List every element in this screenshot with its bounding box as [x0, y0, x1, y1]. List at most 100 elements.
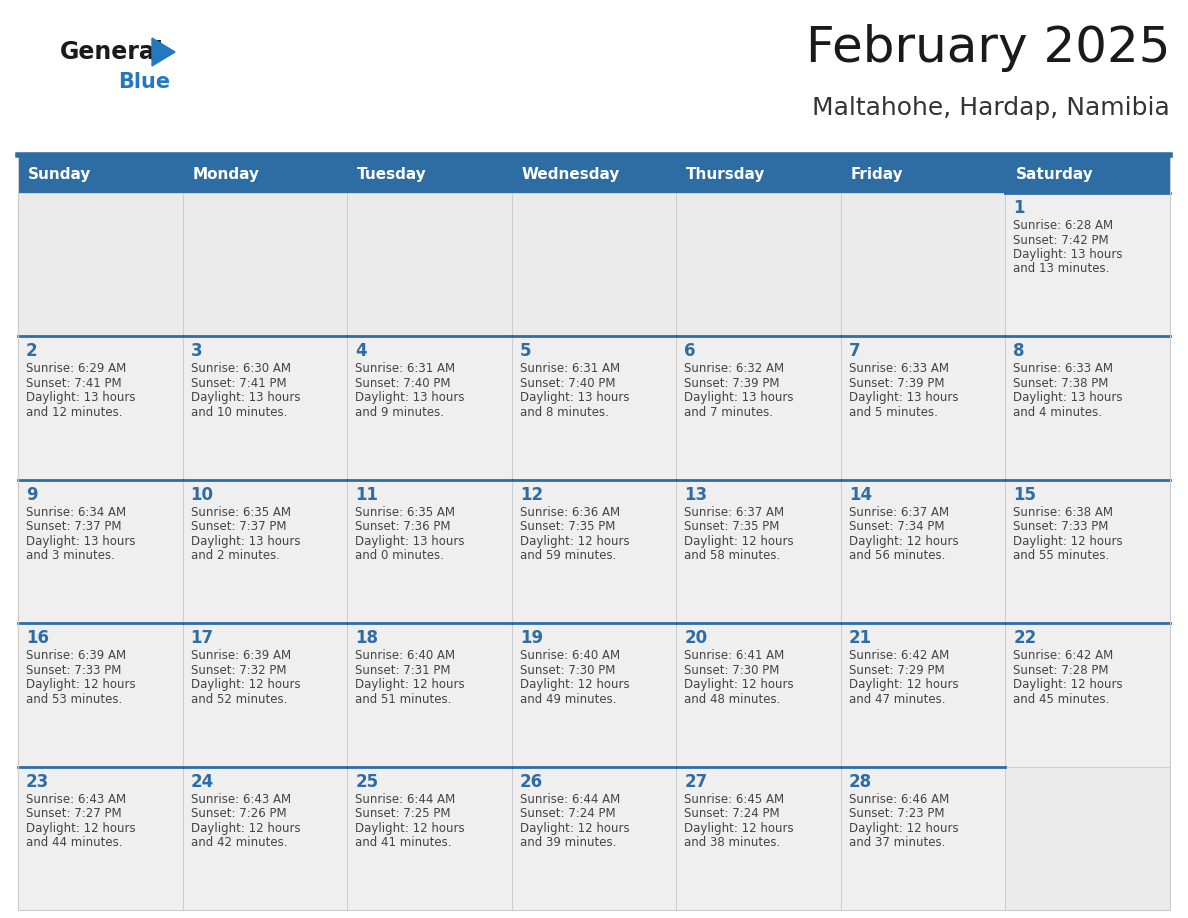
Text: Daylight: 13 hours: Daylight: 13 hours — [190, 535, 301, 548]
Text: Sunrise: 6:36 AM: Sunrise: 6:36 AM — [519, 506, 620, 519]
Text: Daylight: 13 hours: Daylight: 13 hours — [26, 535, 135, 548]
Text: Sunset: 7:23 PM: Sunset: 7:23 PM — [849, 807, 944, 820]
Text: Thursday: Thursday — [687, 166, 765, 182]
Text: Tuesday: Tuesday — [358, 166, 426, 182]
Bar — [841, 767, 1005, 910]
Text: Wednesday: Wednesday — [522, 166, 620, 182]
Text: Sunrise: 6:40 AM: Sunrise: 6:40 AM — [519, 649, 620, 662]
Text: Sunset: 7:40 PM: Sunset: 7:40 PM — [355, 377, 450, 390]
Text: and 42 minutes.: and 42 minutes. — [190, 836, 287, 849]
Text: Daylight: 12 hours: Daylight: 12 hours — [26, 678, 135, 691]
Text: Daylight: 13 hours: Daylight: 13 hours — [849, 391, 959, 405]
Text: 4: 4 — [355, 342, 367, 361]
Text: Sunset: 7:41 PM: Sunset: 7:41 PM — [190, 377, 286, 390]
Text: Sunrise: 6:42 AM: Sunrise: 6:42 AM — [1013, 649, 1113, 662]
Text: Sunset: 7:27 PM: Sunset: 7:27 PM — [26, 807, 121, 820]
Text: Sunset: 7:34 PM: Sunset: 7:34 PM — [849, 521, 944, 533]
Text: and 7 minutes.: and 7 minutes. — [684, 406, 773, 419]
Text: and 51 minutes.: and 51 minutes. — [355, 693, 451, 706]
Text: Maltahohe, Hardap, Namibia: Maltahohe, Hardap, Namibia — [813, 96, 1170, 120]
Bar — [676, 193, 841, 336]
Text: and 2 minutes.: and 2 minutes. — [190, 549, 279, 563]
Text: Daylight: 12 hours: Daylight: 12 hours — [190, 822, 301, 834]
Text: Sunrise: 6:30 AM: Sunrise: 6:30 AM — [190, 363, 291, 375]
Bar — [18, 767, 183, 910]
Bar — [841, 336, 1005, 480]
Text: Sunrise: 6:31 AM: Sunrise: 6:31 AM — [355, 363, 455, 375]
Text: Sunset: 7:37 PM: Sunset: 7:37 PM — [26, 521, 121, 533]
Text: Saturday: Saturday — [1016, 166, 1093, 182]
Text: Sunset: 7:39 PM: Sunset: 7:39 PM — [849, 377, 944, 390]
Bar — [1005, 623, 1170, 767]
Text: Sunrise: 6:44 AM: Sunrise: 6:44 AM — [519, 792, 620, 806]
Text: Daylight: 12 hours: Daylight: 12 hours — [849, 822, 959, 834]
Text: Sunrise: 6:32 AM: Sunrise: 6:32 AM — [684, 363, 784, 375]
Text: Sunset: 7:37 PM: Sunset: 7:37 PM — [190, 521, 286, 533]
Text: Sunrise: 6:34 AM: Sunrise: 6:34 AM — [26, 506, 126, 519]
Text: Daylight: 12 hours: Daylight: 12 hours — [519, 535, 630, 548]
Text: Sunrise: 6:35 AM: Sunrise: 6:35 AM — [190, 506, 291, 519]
Text: Daylight: 12 hours: Daylight: 12 hours — [849, 678, 959, 691]
Bar — [347, 336, 512, 480]
Text: Sunset: 7:28 PM: Sunset: 7:28 PM — [1013, 664, 1108, 677]
Bar — [1005, 767, 1170, 910]
Text: Sunrise: 6:43 AM: Sunrise: 6:43 AM — [26, 792, 126, 806]
Text: 18: 18 — [355, 629, 378, 647]
Text: Sunday: Sunday — [29, 166, 91, 182]
Text: Daylight: 12 hours: Daylight: 12 hours — [1013, 678, 1123, 691]
Text: 10: 10 — [190, 486, 214, 504]
Text: 17: 17 — [190, 629, 214, 647]
Bar — [1005, 193, 1170, 336]
Bar — [347, 193, 512, 336]
Text: 27: 27 — [684, 773, 708, 790]
Text: 24: 24 — [190, 773, 214, 790]
Text: Daylight: 13 hours: Daylight: 13 hours — [26, 391, 135, 405]
Text: 2: 2 — [26, 342, 38, 361]
Text: 20: 20 — [684, 629, 707, 647]
Bar — [512, 480, 676, 623]
Text: Sunset: 7:24 PM: Sunset: 7:24 PM — [684, 807, 779, 820]
Text: Sunset: 7:38 PM: Sunset: 7:38 PM — [1013, 377, 1108, 390]
Text: 26: 26 — [519, 773, 543, 790]
Text: Daylight: 13 hours: Daylight: 13 hours — [519, 391, 630, 405]
Bar — [512, 767, 676, 910]
Text: Daylight: 13 hours: Daylight: 13 hours — [355, 535, 465, 548]
Text: Sunset: 7:31 PM: Sunset: 7:31 PM — [355, 664, 450, 677]
Text: 13: 13 — [684, 486, 707, 504]
Text: Daylight: 12 hours: Daylight: 12 hours — [684, 822, 794, 834]
Text: 8: 8 — [1013, 342, 1025, 361]
Text: Sunset: 7:42 PM: Sunset: 7:42 PM — [1013, 233, 1110, 247]
Text: Sunrise: 6:35 AM: Sunrise: 6:35 AM — [355, 506, 455, 519]
Text: Sunrise: 6:37 AM: Sunrise: 6:37 AM — [849, 506, 949, 519]
Text: Daylight: 12 hours: Daylight: 12 hours — [1013, 535, 1123, 548]
Bar — [512, 623, 676, 767]
Text: and 47 minutes.: and 47 minutes. — [849, 693, 946, 706]
Bar — [676, 336, 841, 480]
Text: February 2025: February 2025 — [805, 24, 1170, 72]
Text: 25: 25 — [355, 773, 378, 790]
Text: 12: 12 — [519, 486, 543, 504]
Text: Daylight: 12 hours: Daylight: 12 hours — [355, 822, 465, 834]
Text: and 55 minutes.: and 55 minutes. — [1013, 549, 1110, 563]
Text: Sunrise: 6:38 AM: Sunrise: 6:38 AM — [1013, 506, 1113, 519]
Text: 21: 21 — [849, 629, 872, 647]
Bar — [183, 767, 347, 910]
Bar — [347, 623, 512, 767]
Bar — [18, 480, 183, 623]
Text: and 45 minutes.: and 45 minutes. — [1013, 693, 1110, 706]
Text: and 48 minutes.: and 48 minutes. — [684, 693, 781, 706]
Text: and 12 minutes.: and 12 minutes. — [26, 406, 122, 419]
Text: Sunset: 7:29 PM: Sunset: 7:29 PM — [849, 664, 944, 677]
Text: Sunrise: 6:44 AM: Sunrise: 6:44 AM — [355, 792, 455, 806]
Bar — [18, 193, 183, 336]
Text: Sunrise: 6:33 AM: Sunrise: 6:33 AM — [1013, 363, 1113, 375]
Text: Sunrise: 6:37 AM: Sunrise: 6:37 AM — [684, 506, 784, 519]
Bar — [841, 480, 1005, 623]
Text: 16: 16 — [26, 629, 49, 647]
Text: and 3 minutes.: and 3 minutes. — [26, 549, 115, 563]
Text: Sunrise: 6:39 AM: Sunrise: 6:39 AM — [26, 649, 126, 662]
Text: and 4 minutes.: and 4 minutes. — [1013, 406, 1102, 419]
Text: and 53 minutes.: and 53 minutes. — [26, 693, 122, 706]
Text: and 37 minutes.: and 37 minutes. — [849, 836, 946, 849]
Text: and 8 minutes.: and 8 minutes. — [519, 406, 608, 419]
